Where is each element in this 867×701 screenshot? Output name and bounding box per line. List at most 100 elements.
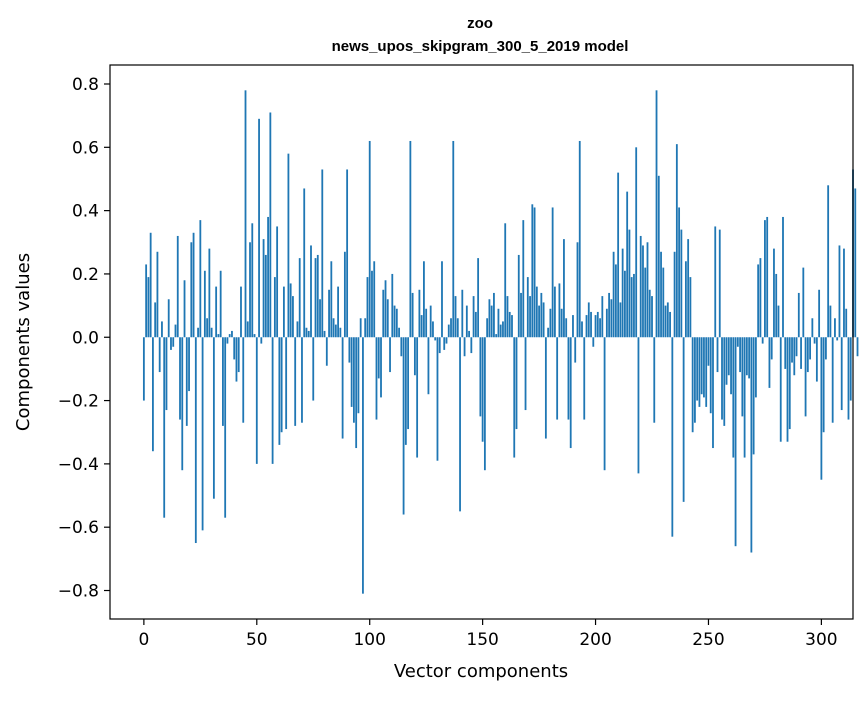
bar-251	[709, 337, 712, 414]
bar-171	[529, 296, 531, 338]
bar-17	[181, 337, 184, 471]
bar-233	[669, 311, 671, 338]
bar-59	[276, 226, 279, 338]
y-tick-label: −0.6	[58, 518, 99, 538]
bar-310	[843, 248, 845, 338]
bar-244	[694, 337, 696, 423]
bar-186	[563, 239, 565, 338]
bar-19	[185, 337, 188, 426]
bar-26	[201, 337, 204, 531]
bar-249	[705, 337, 708, 407]
bar-155	[493, 292, 495, 338]
bar-91	[348, 337, 351, 363]
bar-139	[456, 318, 459, 338]
bar-129	[434, 337, 437, 341]
bar-121	[416, 337, 419, 458]
bar-281	[777, 305, 780, 338]
y-tick-label: 0.4	[72, 202, 99, 222]
bar-303	[827, 185, 830, 338]
bar-202	[599, 318, 601, 338]
y-axis-label: Components values	[13, 253, 34, 431]
bar-234	[671, 337, 674, 537]
bar-243	[691, 337, 694, 433]
bar-15	[176, 235, 179, 338]
bar-170	[526, 277, 529, 338]
bar-73	[307, 330, 310, 338]
bar-130	[436, 337, 439, 461]
bar-46	[246, 321, 249, 338]
bar-147	[474, 311, 477, 338]
bar-195	[583, 337, 586, 420]
bar-277	[768, 337, 771, 388]
bar-34	[219, 270, 222, 338]
bar-267	[745, 337, 748, 376]
chart-title-line2: news_upos_skipgram_300_5_2019 model	[332, 38, 629, 55]
bar-153	[488, 299, 491, 338]
bar-275	[764, 220, 766, 338]
bar-135	[447, 324, 450, 338]
bar-178	[544, 337, 547, 439]
bar-123	[420, 315, 423, 338]
bar-181	[551, 207, 554, 338]
bar-45	[244, 90, 247, 338]
bar-67	[294, 337, 297, 426]
bar-278	[770, 337, 773, 360]
bar-270	[752, 337, 755, 455]
bar-221	[642, 245, 644, 338]
bar-264	[739, 337, 741, 373]
bar-250	[707, 337, 710, 366]
bar-53	[262, 239, 265, 338]
bar-279	[773, 248, 775, 338]
bar-190	[572, 315, 574, 338]
bar-297	[813, 337, 816, 344]
bar-224	[648, 289, 651, 338]
bar-284	[784, 337, 787, 369]
y-tick-label: −0.2	[58, 392, 99, 412]
bar-23	[194, 337, 197, 544]
bar-3	[149, 232, 152, 338]
bar-258	[725, 337, 728, 385]
bar-154	[490, 305, 493, 338]
bar-78	[319, 299, 321, 338]
bar-43	[240, 286, 242, 338]
bar-122	[418, 289, 421, 338]
bar-211	[619, 302, 622, 338]
bar-309	[840, 337, 843, 411]
bar-174	[535, 286, 538, 338]
bar-133	[443, 337, 446, 350]
bar-198	[590, 311, 592, 338]
bar-112	[395, 308, 398, 338]
bar-169	[524, 337, 527, 411]
bar-117	[407, 337, 410, 430]
bar-217	[633, 273, 635, 338]
bar-305	[831, 337, 834, 423]
bar-79	[321, 169, 324, 338]
bar-12	[170, 337, 172, 350]
bar-36	[224, 337, 227, 518]
bar-32	[215, 286, 218, 338]
bar-223	[646, 242, 649, 338]
bar-168	[522, 220, 525, 338]
bar-205	[605, 308, 608, 338]
bar-96	[359, 318, 362, 338]
bar-193	[578, 140, 581, 338]
bar-63	[285, 337, 288, 430]
bar-301	[822, 337, 825, 433]
bar-252	[712, 337, 714, 449]
bar-21	[190, 242, 193, 338]
y-tick-label: −0.8	[58, 582, 99, 602]
bar-106	[382, 289, 385, 338]
bar-189	[569, 337, 572, 449]
bar-157	[497, 308, 500, 338]
bar-38	[228, 334, 231, 338]
x-axis-label: Vector components	[394, 661, 568, 682]
bar-269	[750, 337, 753, 553]
x-tick-label: 100	[353, 630, 385, 650]
bar-308	[838, 245, 841, 338]
bar-0	[142, 337, 145, 401]
bar-24	[197, 327, 199, 338]
bar-176	[540, 292, 543, 338]
bar-31	[212, 337, 215, 499]
bar-210	[617, 172, 620, 338]
bar-113	[398, 327, 400, 338]
